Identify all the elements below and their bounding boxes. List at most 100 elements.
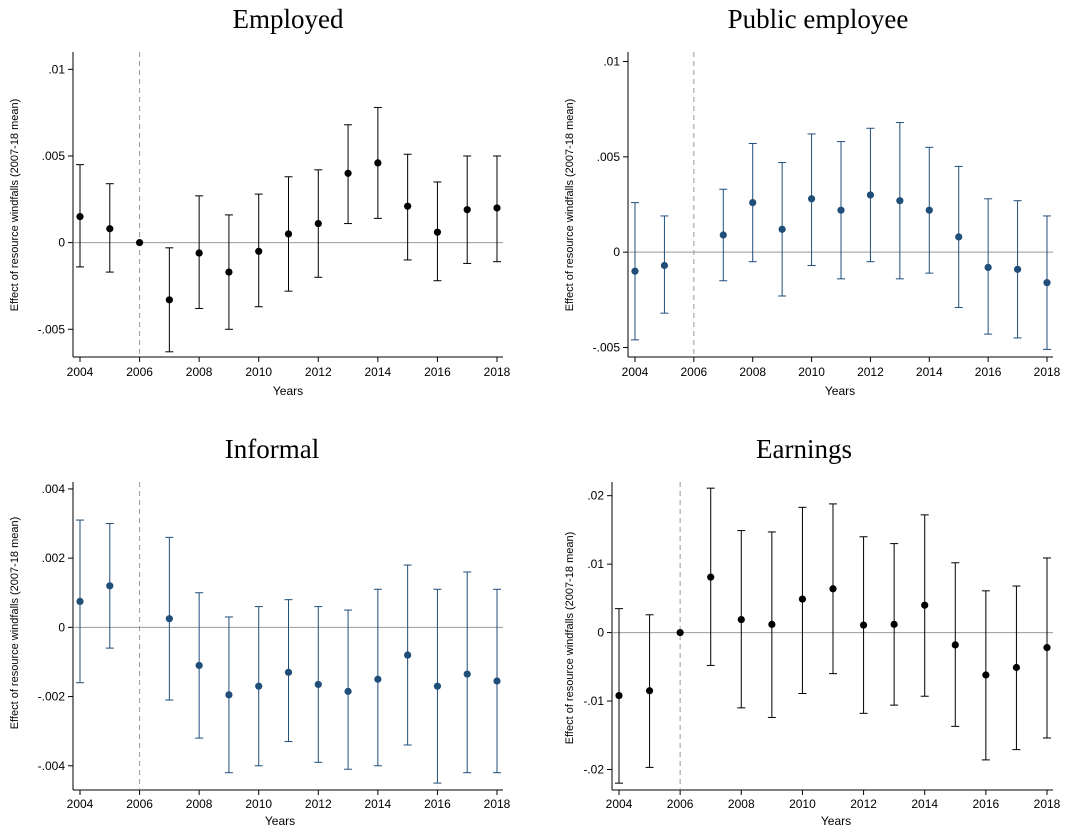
- point-estimate: [463, 670, 471, 678]
- point-estimate: [925, 206, 933, 214]
- x-tick-label: 2014: [365, 365, 392, 379]
- point-estimate: [890, 620, 898, 628]
- point-estimate: [255, 682, 263, 690]
- panel-title: Earnings: [756, 434, 852, 464]
- x-tick-label: 2004: [622, 365, 649, 379]
- y-tick-label: 0: [58, 236, 65, 250]
- x-tick-label: 2012: [857, 365, 884, 379]
- y-tick-label: -.004: [38, 759, 66, 773]
- point-estimate: [719, 231, 727, 239]
- point-estimate: [1043, 279, 1051, 287]
- point-estimate: [778, 225, 786, 233]
- x-tick-label: 2016: [973, 797, 1000, 811]
- point-estimate: [225, 691, 233, 699]
- point-estimate: [676, 628, 684, 637]
- x-tick-label: 2014: [365, 797, 392, 811]
- x-tick-label: 2010: [789, 797, 816, 811]
- panel-title: Employed: [233, 4, 344, 34]
- point-estimate: [737, 615, 745, 624]
- x-tick-label: 2018: [1034, 365, 1061, 379]
- x-tick-label: 2010: [245, 365, 272, 379]
- y-tick-label: .01: [48, 62, 65, 76]
- x-tick-label: 2008: [186, 365, 213, 379]
- point-estimate: [195, 661, 203, 670]
- point-estimate: [1043, 644, 1051, 652]
- point-estimate: [106, 582, 114, 590]
- x-tick-label: 2016: [975, 365, 1002, 379]
- x-tick-label: 2010: [798, 365, 825, 379]
- point-estimate: [749, 198, 757, 207]
- y-tick-label: .01: [587, 557, 604, 571]
- point-estimate: [433, 682, 442, 690]
- point-estimate: [344, 687, 352, 695]
- x-tick-label: 2012: [850, 797, 877, 811]
- x-tick-label: 2014: [916, 365, 943, 379]
- y-tick-label: .005: [597, 150, 621, 164]
- x-tick-label: 2004: [67, 365, 94, 379]
- point-estimate: [645, 687, 654, 695]
- y-tick-label: .004: [42, 482, 66, 496]
- x-tick-label: 2012: [305, 797, 332, 811]
- y-tick-label: -.002: [38, 690, 66, 704]
- point-estimate: [106, 225, 114, 233]
- point-estimate: [135, 239, 144, 247]
- point-estimate: [807, 195, 816, 203]
- point-estimate: [631, 267, 639, 275]
- x-tick-label: 2006: [126, 365, 153, 379]
- y-axis-title: Effect of resource windfalls (2007-18 me…: [564, 99, 576, 312]
- x-tick-label: 2018: [484, 797, 511, 811]
- x-tick-label: 2006: [126, 797, 153, 811]
- x-tick-label: 2016: [424, 797, 451, 811]
- point-estimate: [615, 691, 623, 700]
- y-tick-label: 0: [613, 245, 620, 259]
- point-estimate: [404, 651, 412, 659]
- x-tick-label: 2008: [739, 365, 766, 379]
- x-axis-title: Years: [273, 384, 303, 398]
- x-tick-label: 2004: [67, 797, 94, 811]
- point-estimate: [1013, 265, 1022, 273]
- point-estimate: [768, 620, 776, 628]
- panel-earnings: Earnings Effect of resource windfalls (2…: [564, 434, 1061, 828]
- point-estimate: [982, 671, 990, 679]
- x-tick-label: 2006: [681, 365, 708, 379]
- x-axis-title: Years: [825, 384, 855, 398]
- point-estimate: [374, 159, 382, 167]
- point-estimate: [76, 213, 84, 221]
- y-tick-label: -.01: [583, 694, 604, 708]
- point-estimate: [829, 585, 837, 593]
- y-axis-title: Effect of resource windfalls (2007-18 me…: [9, 517, 21, 730]
- point-estimate: [374, 675, 382, 683]
- point-estimate: [921, 601, 929, 609]
- panel-title: Public employee: [728, 4, 909, 34]
- point-estimate: [314, 680, 322, 689]
- point-estimate: [859, 621, 868, 629]
- y-tick-label: .01: [603, 55, 620, 69]
- point-estimate: [314, 219, 322, 228]
- point-estimate: [404, 202, 412, 210]
- y-tick-label: .005: [42, 149, 66, 163]
- x-tick-label: 2008: [728, 797, 755, 811]
- panel-title: Informal: [225, 434, 319, 464]
- x-tick-label: 2006: [667, 797, 694, 811]
- x-axis-title: Years: [265, 814, 295, 828]
- x-tick-label: 2008: [186, 797, 213, 811]
- point-estimate: [866, 191, 875, 199]
- x-tick-label: 2016: [424, 365, 451, 379]
- x-tick-label: 2018: [484, 365, 511, 379]
- point-estimate: [76, 597, 84, 605]
- y-tick-label: 0: [58, 620, 65, 634]
- point-estimate: [255, 247, 263, 255]
- panel-public-employee: Public employee Effect of resource windf…: [564, 4, 1061, 398]
- point-estimate: [984, 263, 992, 272]
- x-tick-label: 2010: [245, 797, 272, 811]
- x-tick-label: 2012: [305, 365, 332, 379]
- point-estimate: [798, 595, 807, 603]
- point-estimate: [896, 197, 904, 205]
- x-axis-title: Years: [821, 814, 851, 828]
- y-tick-label: .02: [587, 489, 604, 503]
- panel-employed: Employed Effect of resource windfalls (2…: [9, 4, 511, 398]
- x-tick-label: 2018: [1034, 797, 1061, 811]
- panel-informal: Informal Effect of resource windfalls (2…: [9, 434, 511, 828]
- point-estimate: [1012, 663, 1021, 672]
